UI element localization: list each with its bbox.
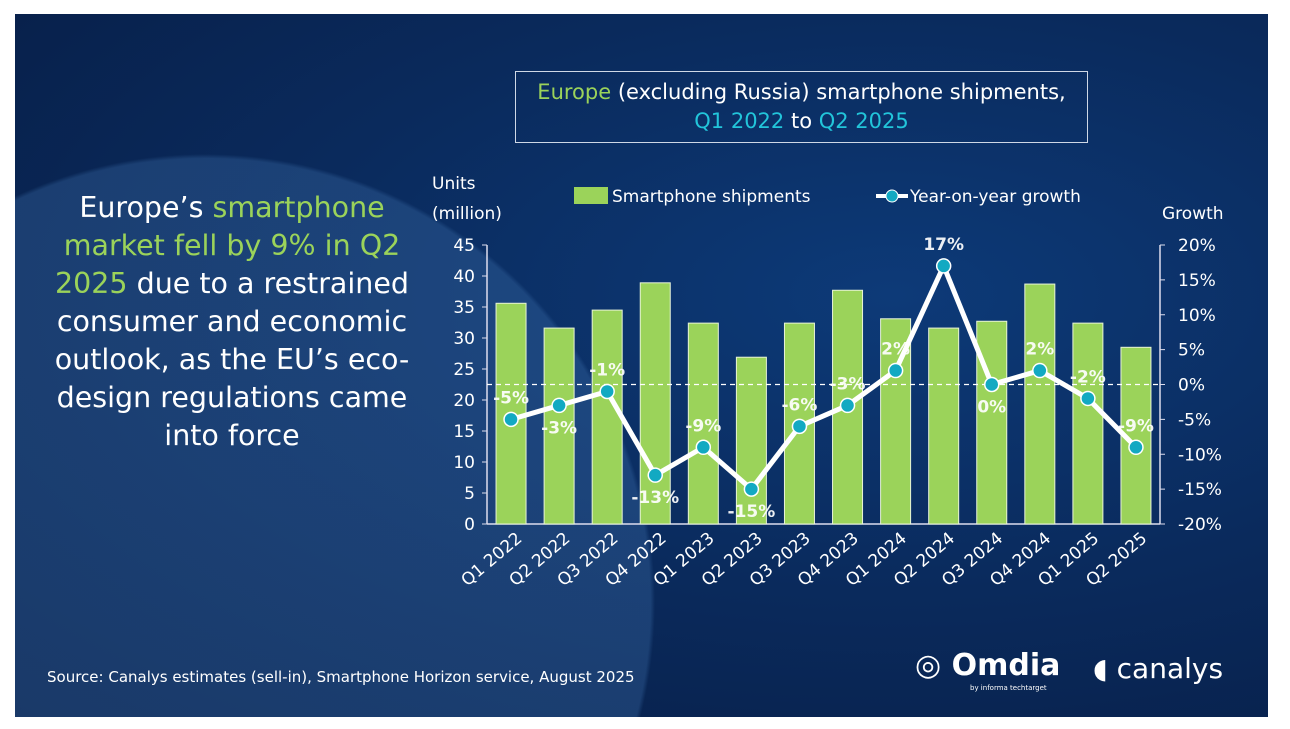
y2-tick-label: 5%	[1178, 341, 1205, 361]
growth-point	[984, 376, 1000, 393]
y2-tick-label: 15%	[1178, 271, 1216, 291]
omdia-logo: ◎ Omdia	[915, 648, 1061, 683]
headline-a: Europe’s	[79, 191, 213, 224]
chart-title: Europe (excluding Russia) smartphone shi…	[515, 71, 1088, 143]
title-end: Q2 2025	[818, 109, 909, 133]
growth-point	[1032, 362, 1048, 379]
growth-data-label: 17%	[923, 235, 964, 255]
growth-data-label: -5%	[493, 388, 529, 408]
growth-point	[743, 481, 760, 497]
y2-tick-label: -5%	[1178, 410, 1211, 430]
title-to: to	[784, 109, 819, 133]
y2-tick-label: -20%	[1178, 515, 1222, 535]
y2-axis-label: Growth	[1162, 204, 1224, 224]
growth-point	[1080, 390, 1096, 407]
y-tick-label: 0	[464, 515, 475, 535]
growth-data-label: -3%	[830, 374, 866, 394]
growth-point	[1128, 439, 1144, 456]
canalys-logo: ◖ canalys	[1093, 652, 1224, 685]
growth-data-label: -13%	[631, 488, 679, 508]
y-tick-label: 15	[453, 422, 475, 442]
y-tick-label: 40	[453, 267, 475, 287]
y2-tick-label: 20%	[1178, 236, 1216, 256]
bar	[976, 320, 1008, 525]
growth-point	[839, 397, 856, 414]
y-axis-label: (million)	[432, 204, 502, 224]
growth-data-label: -15%	[728, 502, 776, 522]
bar	[1024, 283, 1056, 525]
growth-data-label: -9%	[685, 416, 721, 436]
growth-data-label: -3%	[541, 418, 577, 438]
growth-point	[791, 418, 808, 435]
y-axis-label: Units	[432, 174, 476, 194]
infographic-card: Europe (excluding Russia) smartphone shi…	[15, 14, 1268, 717]
growth-point	[599, 383, 615, 400]
title-start: Q1 2022	[694, 109, 785, 133]
growth-point	[695, 439, 712, 456]
bar	[735, 356, 767, 525]
y-tick-label: 35	[453, 298, 475, 318]
y2-tick-label: -10%	[1178, 445, 1222, 465]
growth-line	[510, 263, 1138, 492]
title-region: Europe	[537, 80, 612, 104]
title-text: (excluding Russia) smartphone shipments,	[611, 80, 1066, 104]
y2-tick-label: -15%	[1178, 480, 1222, 500]
growth-data-label: 0%	[977, 398, 1006, 418]
y2-tick-label: 10%	[1178, 306, 1216, 326]
bar	[543, 327, 575, 525]
bar	[928, 327, 960, 525]
growth-data-label: -9%	[1118, 416, 1154, 436]
headline: Europe’s smartphone market fell by 9% in…	[37, 189, 427, 455]
legend-line: Year-on-year growth	[909, 187, 1081, 207]
legend-marker	[885, 189, 899, 203]
y-tick-label: 30	[453, 329, 475, 349]
headline-b: smartphone market fell by 9% in Q2 2025	[55, 191, 401, 300]
bar	[1072, 322, 1104, 525]
growth-point	[647, 467, 663, 483]
growth-point	[935, 258, 952, 274]
y-tick-label: 5	[464, 484, 475, 504]
growth-point	[887, 362, 904, 379]
growth-data-label: -1%	[589, 360, 625, 380]
y-tick-label: 10	[453, 453, 475, 473]
bar	[687, 322, 719, 525]
legend-bar-swatch	[574, 187, 608, 204]
headline-c: due to a restrained consumer and economi…	[54, 267, 410, 452]
bar	[639, 282, 671, 525]
growth-data-label: -6%	[782, 395, 818, 415]
growth-data-label: 2%	[1025, 340, 1054, 360]
y-tick-label: 45	[453, 236, 475, 256]
source-note: Source: Canalys estimates (sell-in), Sma…	[47, 668, 635, 686]
y-tick-label: 20	[453, 391, 475, 411]
omdia-logo-sub: by informa techtarget	[970, 684, 1047, 692]
y2-tick-label: 0%	[1178, 376, 1205, 396]
growth-data-label: -2%	[1070, 367, 1106, 387]
growth-data-label: 2%	[881, 340, 910, 360]
legend-bars: Smartphone shipments	[612, 187, 811, 207]
growth-point	[551, 397, 567, 414]
growth-point	[503, 411, 519, 428]
bar	[591, 309, 623, 525]
y-tick-label: 25	[453, 360, 475, 380]
